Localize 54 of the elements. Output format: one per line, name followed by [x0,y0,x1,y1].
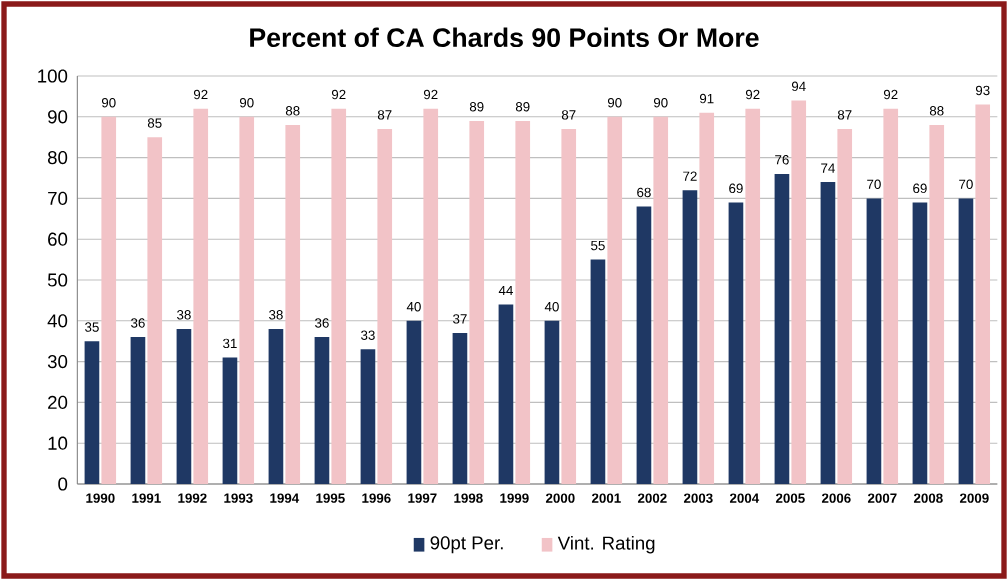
bar [682,190,698,484]
bar [975,104,991,484]
bar [268,328,284,484]
bar [406,320,422,484]
bar [285,124,301,484]
bar [883,108,899,484]
chart-title: Percent of CA Chards 90 Points Or More [250,27,759,48]
y-tick-label: 50 [47,273,68,287]
bar [561,129,577,484]
y-tick-label: 20 [48,395,68,409]
bar [452,333,468,484]
bar [84,341,100,484]
bar [314,337,330,484]
bar [515,120,531,484]
bar [866,198,882,484]
bar [544,320,560,484]
bar [423,108,439,484]
bar [820,182,836,484]
bar [728,202,744,484]
y-tick-label: 0 [58,477,68,491]
bar [147,137,163,484]
bar [377,129,393,484]
bar [101,116,117,484]
bar [331,108,347,484]
bar [699,112,715,484]
legend-label: Vint. Rating [557,536,655,554]
legend-label: 90pt Per. [430,536,503,554]
bar [774,173,790,484]
y-tick-label: 90 [48,110,68,124]
bar [469,120,485,484]
y-tick-label: 40 [47,314,68,328]
y-tick-label: 30 [47,355,68,369]
bar [837,129,853,484]
y-tick-label: 80 [47,151,68,165]
bar [745,108,761,484]
bar [130,337,146,484]
bar [193,108,209,484]
bar [590,259,606,484]
bar [636,206,652,484]
bar [176,328,192,484]
bar [912,202,928,484]
bar [239,116,255,484]
bar [958,198,974,484]
bar [653,116,669,484]
y-tick-label: 60 [48,232,68,246]
y-tick-label: 100 [38,69,68,83]
y-tick-label: 10 [48,436,68,450]
bar [360,349,376,484]
bar [607,116,623,484]
bar [222,357,238,484]
y-tick-label: 70 [48,191,68,205]
bar [498,304,514,484]
bar [791,100,807,484]
bar [929,124,945,484]
